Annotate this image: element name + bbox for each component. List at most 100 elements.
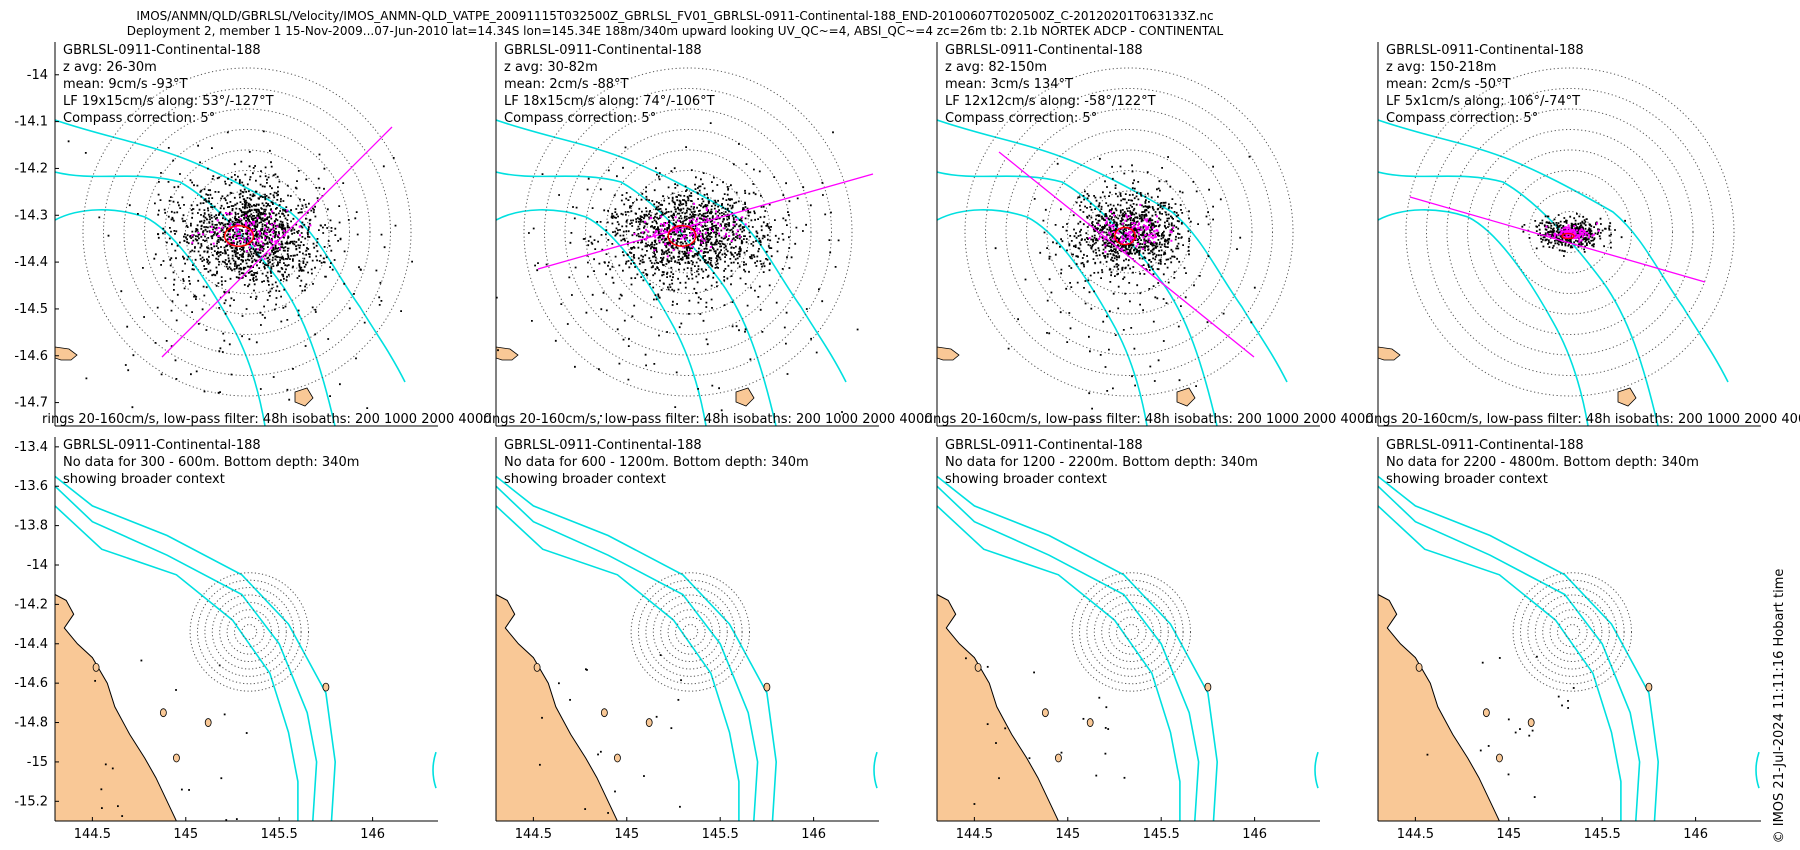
- reef-dot: [1060, 751, 1063, 754]
- panel-info-line-5: Compass correction: 5°: [63, 111, 215, 126]
- x-tick-label: 146: [801, 827, 826, 842]
- panel-info-line-1: GBRLSL-0911-Continental-188: [945, 438, 1143, 453]
- panel-info-line-2: No data for 1200 - 2200m. Bottom depth: …: [945, 455, 1258, 470]
- x-tick-label: 146: [360, 827, 385, 842]
- context-ring-20: [682, 624, 699, 640]
- reef-dot: [245, 732, 248, 734]
- context-ring-140: [1079, 579, 1184, 685]
- y-tick-label: -14.3: [14, 208, 48, 223]
- context-ring-100: [1093, 594, 1169, 670]
- reef-dot: [1557, 695, 1560, 698]
- context-ring-60: [1108, 609, 1155, 655]
- reef-dot: [1498, 657, 1501, 659]
- island-patch: [159, 708, 167, 718]
- reef-dot: [1123, 776, 1126, 779]
- reef-dot: [585, 668, 587, 671]
- context-ring-60: [226, 609, 273, 655]
- x-tick-label: 145.5: [1584, 827, 1621, 842]
- x-tick-label: 145.5: [261, 827, 298, 842]
- reef-patch: [735, 387, 755, 407]
- isobath-line-3: [496, 505, 740, 821]
- top-panel-2: GBRLSL-0911-Continental-188 z avg: 30-82m…: [483, 42, 933, 427]
- context-ring-160: [630, 572, 751, 692]
- variance-ellipse: [667, 225, 697, 247]
- isobath-line-1: [496, 119, 847, 383]
- panel-footer-text: rings 20-160cm/s, low-pass filter: 48h i…: [1365, 412, 1800, 427]
- reef-dot: [607, 812, 609, 814]
- speed-ring-40: [646, 190, 730, 274]
- isobath-line-2: [55, 485, 318, 821]
- panel-info-line-3: mean: 2cm/s -50°T: [1386, 77, 1510, 92]
- bottom-panel-plot-area: [496, 475, 878, 821]
- speed-ring-120: [1446, 108, 1694, 356]
- context-ring-20: [241, 624, 258, 640]
- island-patch: [600, 708, 608, 718]
- reef-dot: [973, 803, 976, 805]
- reef-dot: [1481, 661, 1484, 664]
- reef-dot: [121, 815, 124, 817]
- reef-dot: [614, 790, 616, 793]
- speed-ring-120: [123, 108, 371, 356]
- island-patch: [1496, 753, 1503, 763]
- reef-dot: [1572, 687, 1575, 689]
- x-tick-label: 145: [614, 827, 639, 842]
- reef-dot: [680, 679, 682, 682]
- speed-ring-140: [985, 88, 1273, 376]
- reef-patch: [1176, 387, 1196, 407]
- reef-dot: [965, 657, 967, 660]
- speed-ring-140: [544, 88, 832, 376]
- reef-dot: [1104, 752, 1107, 755]
- x-tick-label: 145: [1496, 827, 1521, 842]
- y-tick-label: -14.5: [14, 302, 48, 317]
- context-ring-160: [1512, 572, 1633, 692]
- reef-dot: [1095, 774, 1098, 777]
- isobath-line-3: [937, 505, 1181, 821]
- panel-info-line-2: z avg: 30-82m: [504, 60, 598, 75]
- variance-ellipse: [223, 225, 255, 247]
- top-panel-plot-area: [937, 67, 1294, 426]
- major-axis-line: [998, 151, 1255, 358]
- context-ring-40: [1557, 616, 1588, 648]
- reef-dot: [677, 698, 680, 701]
- panel-info-line-2: z avg: 82-150m: [945, 60, 1047, 75]
- context-ring-40: [1116, 616, 1147, 648]
- context-ring-40: [234, 616, 265, 648]
- panel-info-line-3: showing broader context: [63, 472, 225, 487]
- context-ring-100: [1534, 594, 1610, 670]
- isobath-line-3: [496, 209, 707, 426]
- panel-info-line-2: No data for 300 - 600m. Bottom depth: 34…: [63, 455, 359, 470]
- speed-ring-100: [1026, 129, 1232, 335]
- y-tick-label: -14.2: [14, 161, 48, 176]
- land-patch: [55, 346, 78, 361]
- island-patch: [1204, 682, 1212, 692]
- speed-ring-100: [1467, 129, 1673, 335]
- land-patch: [937, 346, 960, 361]
- bottom-panel-2: 144.5 145 145.5 146 GBRLSL-0911-Continental-…: [495, 437, 879, 842]
- island-patch: [92, 663, 100, 672]
- panel-info-line-2: No data for 2200 - 4800m. Bottom depth: …: [1386, 455, 1699, 470]
- context-ring-60: [667, 609, 714, 655]
- context-ring-80: [1542, 601, 1603, 663]
- reef-dot: [1507, 773, 1510, 776]
- lowpass-points: [1088, 203, 1175, 253]
- panel-info-line-3: showing broader context: [945, 472, 1107, 487]
- reef-dot: [1535, 655, 1538, 658]
- speed-ring-120: [564, 108, 812, 356]
- panel-info-line-3: mean: 9cm/s -93°T: [63, 77, 187, 92]
- bottom-panel-plot-area: [937, 475, 1319, 821]
- x-tick-label: 144.5: [956, 827, 993, 842]
- panel-info-line-5: Compass correction: 5°: [1386, 111, 1538, 126]
- panel-info-line-1: GBRLSL-0911-Continental-188: [504, 43, 702, 58]
- panel-info-line-4: LF 12x12cm/s along: -58°/122°T: [945, 94, 1156, 109]
- isobath-line-3: [1378, 209, 1589, 426]
- land-mass: [55, 593, 177, 821]
- major-axis-line: [537, 173, 874, 270]
- reef-dot: [104, 763, 107, 766]
- reef-dot: [679, 805, 681, 808]
- context-ring-120: [1527, 587, 1618, 677]
- island-patch: [322, 682, 330, 692]
- island-patch: [645, 718, 653, 727]
- panel-info-line-1: GBRLSL-0911-Continental-188: [63, 43, 261, 58]
- reef-patch: [294, 387, 314, 407]
- reef-dot: [1531, 729, 1534, 732]
